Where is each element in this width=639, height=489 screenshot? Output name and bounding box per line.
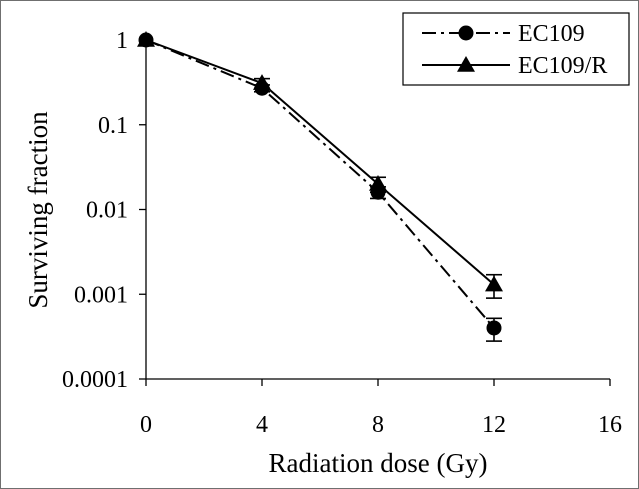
tick-labels: 0 4 8 12 16 1 0.1 0.01 0.001 0.0001 [62, 28, 622, 438]
data-point-2 [137, 31, 155, 47]
axes [139, 36, 611, 386]
data-point-1 [486, 320, 502, 336]
x-tick-label: 0 [140, 412, 152, 438]
data-point-2 [485, 275, 503, 292]
x-tick-label: 8 [372, 412, 384, 438]
y-tick-label: 1 [116, 28, 128, 54]
legend-label: EC109/R [518, 53, 607, 79]
y-tick-label: 0.01 [86, 198, 128, 224]
y-axis-label: Surviving fraction [23, 111, 53, 309]
data-point-2 [253, 74, 271, 90]
series-line-1 [145, 39, 495, 329]
data-point-2 [369, 174, 387, 191]
series-lines [145, 39, 495, 329]
legend-box [402, 12, 630, 86]
legend-marker [458, 25, 474, 41]
y-tick-label: 0.001 [74, 282, 128, 308]
legend-marker [457, 56, 475, 72]
legend-item: EC109/R [422, 53, 607, 79]
x-axis-label: Radiation dose (Gy) [269, 448, 488, 478]
legend-label: EC109 [518, 21, 585, 47]
y-tick-label: 0.1 [98, 113, 128, 139]
legend-item: EC109 [422, 21, 585, 47]
series-line-2 [145, 39, 495, 286]
x-tick-label: 16 [598, 412, 622, 438]
x-tick-label: 12 [482, 412, 506, 438]
series-markers [137, 31, 503, 336]
legend: EC109 EC109/R [402, 12, 630, 86]
x-tick-label: 4 [256, 412, 268, 438]
error-bars [254, 77, 502, 342]
y-tick-label: 0.0001 [62, 367, 128, 393]
